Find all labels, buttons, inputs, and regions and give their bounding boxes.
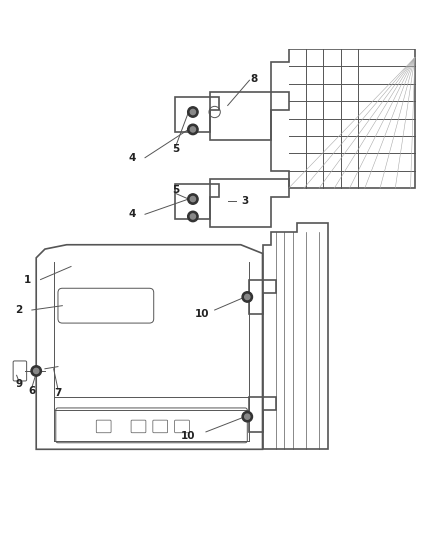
Circle shape bbox=[31, 366, 42, 376]
Text: 9: 9 bbox=[15, 379, 22, 389]
Circle shape bbox=[187, 194, 198, 204]
Text: 8: 8 bbox=[250, 75, 258, 84]
Circle shape bbox=[187, 124, 198, 135]
Text: 3: 3 bbox=[241, 196, 249, 206]
Circle shape bbox=[190, 197, 195, 201]
Text: 4: 4 bbox=[128, 152, 136, 163]
Text: 10: 10 bbox=[194, 309, 209, 319]
Text: 7: 7 bbox=[54, 387, 62, 398]
Circle shape bbox=[34, 368, 39, 374]
Circle shape bbox=[242, 411, 253, 422]
Circle shape bbox=[245, 294, 250, 300]
Circle shape bbox=[190, 127, 195, 132]
Text: 6: 6 bbox=[28, 385, 35, 395]
Circle shape bbox=[187, 211, 198, 222]
Circle shape bbox=[245, 414, 250, 419]
Text: 10: 10 bbox=[181, 431, 196, 441]
Circle shape bbox=[190, 214, 195, 219]
Text: 2: 2 bbox=[15, 305, 22, 315]
Circle shape bbox=[190, 109, 195, 115]
Text: 4: 4 bbox=[128, 209, 136, 219]
Circle shape bbox=[242, 292, 253, 302]
Text: 5: 5 bbox=[172, 185, 179, 195]
Text: 1: 1 bbox=[24, 274, 31, 285]
Circle shape bbox=[187, 107, 198, 117]
Text: 5: 5 bbox=[172, 144, 179, 154]
